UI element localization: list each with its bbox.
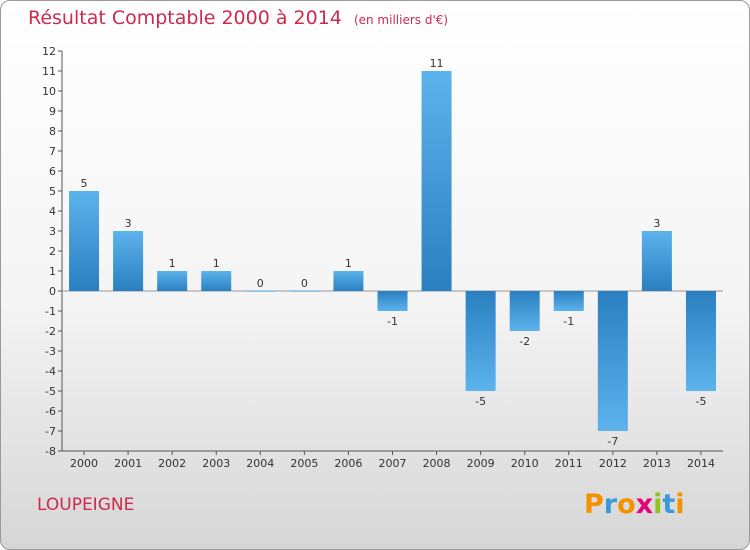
logo-letter: r — [603, 489, 618, 520]
x-tick-label: 2005 — [290, 457, 318, 470]
y-tick-label: -5 — [45, 385, 56, 398]
bar-value-label: 1 — [345, 257, 352, 270]
y-tick-label: 10 — [42, 85, 56, 98]
y-tick-label: 1 — [49, 265, 56, 278]
bar — [421, 71, 452, 291]
x-tick-label: 2001 — [114, 457, 142, 470]
logo-letter: P — [584, 489, 604, 520]
y-tick-label: 12 — [42, 45, 56, 58]
proxiti-logo: Proxiti — [584, 489, 685, 520]
bar — [553, 291, 584, 311]
y-tick-label: -3 — [45, 345, 56, 358]
y-tick-label: 4 — [49, 205, 56, 218]
y-tick-label: -6 — [45, 405, 56, 418]
y-tick-label: 2 — [49, 245, 56, 258]
x-tick-label: 2010 — [511, 457, 539, 470]
y-tick-label: 8 — [49, 125, 56, 138]
logo-letter: t — [662, 489, 676, 520]
y-tick-label: -8 — [45, 445, 56, 458]
bar-value-label: 1 — [169, 257, 176, 270]
chart-subtitle: (en milliers d'€) — [353, 13, 449, 27]
bar — [201, 271, 232, 291]
bar-value-label: 1 — [213, 257, 220, 270]
x-tick-label: 2014 — [687, 457, 715, 470]
bar-value-label: 5 — [81, 177, 88, 190]
bar — [597, 291, 628, 431]
bar-value-label: -7 — [607, 435, 618, 448]
bar-value-label: 0 — [301, 277, 308, 290]
bar-value-label: -5 — [695, 395, 706, 408]
x-tick-label: 2013 — [643, 457, 671, 470]
y-tick-label: 11 — [42, 65, 56, 78]
bar — [465, 291, 496, 391]
y-tick-label: -7 — [45, 425, 56, 438]
x-tick-label: 2002 — [158, 457, 186, 470]
y-tick-label: 7 — [49, 145, 56, 158]
bar-value-label: 3 — [125, 217, 132, 230]
logo-letter: x — [635, 489, 654, 520]
bar-value-label: -5 — [475, 395, 486, 408]
bar — [245, 290, 276, 292]
x-tick-label: 2008 — [423, 457, 451, 470]
chart-title: Résultat Comptable 2000 à 2014 (en milli… — [28, 7, 448, 29]
y-tick-label: 5 — [49, 185, 56, 198]
x-tick-label: 2003 — [202, 457, 230, 470]
bar-value-label: -2 — [519, 335, 530, 348]
bar — [685, 291, 716, 391]
bar-value-label: -1 — [563, 315, 574, 328]
logo-letter: i — [653, 489, 663, 520]
x-tick-label: 2000 — [70, 457, 98, 470]
logo-letter: i — [675, 489, 685, 520]
x-tick-label: 2004 — [246, 457, 274, 470]
x-tick-label: 2012 — [599, 457, 627, 470]
y-tick-label: -4 — [45, 365, 56, 378]
bar — [289, 290, 320, 292]
bar — [333, 271, 364, 291]
y-tick-label: 3 — [49, 225, 56, 238]
bar-value-label: 11 — [430, 57, 444, 70]
x-tick-label: 2007 — [379, 457, 407, 470]
logo-letter: o — [617, 489, 636, 520]
bar — [377, 291, 408, 311]
bar-value-label: 3 — [653, 217, 660, 230]
place-name: LOUPEIGNE — [37, 495, 135, 515]
bar — [69, 191, 100, 291]
y-tick-label: 9 — [49, 105, 56, 118]
y-tick-label: -1 — [45, 305, 56, 318]
y-tick-label: -2 — [45, 325, 56, 338]
bar — [509, 291, 540, 331]
chart-title-main: Résultat Comptable 2000 à 2014 — [28, 7, 342, 29]
y-tick-label: 6 — [49, 165, 56, 178]
bar-value-label: 0 — [257, 277, 264, 290]
bar — [641, 231, 672, 291]
x-tick-label: 2006 — [334, 457, 362, 470]
y-tick-label: 0 — [49, 285, 56, 298]
bar-value-label: -1 — [387, 315, 398, 328]
bar — [157, 271, 188, 291]
x-tick-label: 2009 — [467, 457, 495, 470]
bar — [113, 231, 144, 291]
x-tick-label: 2011 — [555, 457, 583, 470]
